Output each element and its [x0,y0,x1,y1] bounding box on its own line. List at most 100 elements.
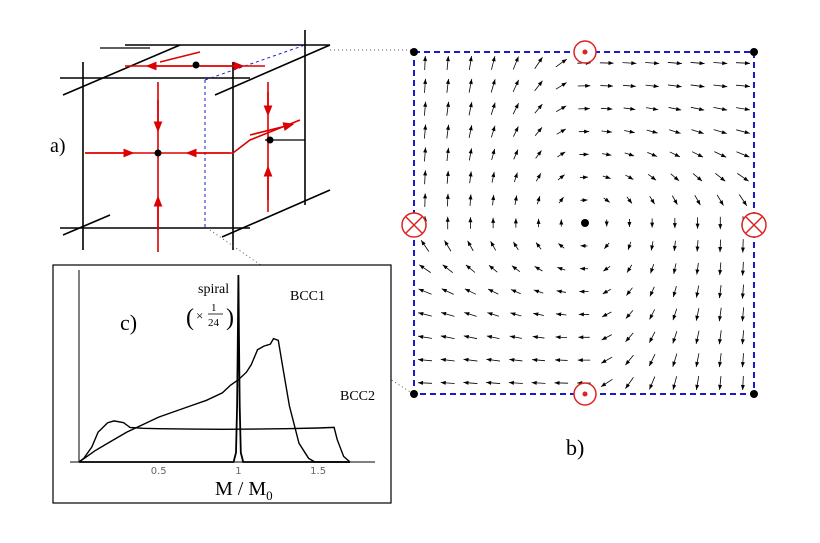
field-vector-head [676,61,682,66]
field-vector-head [744,153,750,158]
field-vector-head [604,197,610,203]
field-vector-head [721,107,728,112]
field-vector-head [578,335,584,340]
field-vector-head [672,338,677,344]
field-vector-head [650,198,655,205]
field-vector-head [740,339,745,345]
field-vector-head [536,218,541,224]
field-vector-head [513,195,518,201]
field-vector-head [672,223,677,229]
field-vector-head [652,106,659,111]
field-vector-head [536,173,541,179]
field-vector-head [720,153,727,158]
field-vector-head [486,380,492,385]
field-vector-head [423,101,428,107]
field-vector-head [718,292,723,299]
field-vector-head [488,289,494,294]
field-vector-head [419,264,425,270]
field-vector-head [672,268,677,274]
field-vector-head [627,244,632,250]
field-vector-head [559,174,565,180]
field-vector-head [695,223,700,229]
field-vector-head [722,61,728,66]
field-vector-head [631,61,637,66]
field-vector-head [511,289,517,294]
field-vector-head [625,359,631,366]
panel-a-hidden-edges [204,44,306,228]
field-vector-head [652,129,658,134]
field-vector-head [627,222,632,228]
field-vector-head [579,266,585,271]
field-vector-head [674,152,680,157]
series-bcc1 [78,337,350,463]
field-vector-head [513,218,518,224]
field-vector-head [555,335,561,340]
field-vector-head [718,269,723,276]
field-vector-head [675,129,681,134]
panel-c-label: c) [120,310,137,335]
field-vector-head [718,315,723,322]
field-vector-head [744,107,750,112]
field-vector-head [672,291,677,298]
field-vector-head [440,380,446,385]
field-vector-head [625,313,631,319]
field-vector-head [742,200,747,206]
field-vector-head [649,290,654,297]
field-vector-head [468,194,473,200]
field-vector-head [721,130,727,135]
panel-b-label: b) [566,435,584,460]
field-vector-head [744,84,750,89]
field-vector-head [719,200,724,206]
x-axis-label: M / M0 [215,478,273,503]
field-vector-head [584,106,590,111]
chart-series [78,274,351,463]
field-vector-head [695,315,700,321]
field-vector-head [604,221,609,227]
field-vector-head [514,79,519,86]
field-vector-head [740,361,745,368]
field-vector-head [468,125,473,131]
field-vector-head [607,106,613,111]
field-vector-head [740,316,745,322]
field-vector-head [699,84,705,89]
field-vector-head [418,334,424,339]
field-vector-head [602,289,608,294]
spiral-scale-label: ( × 1 24 ) [186,302,234,331]
field-vector-head [491,148,496,155]
field-vector-head [676,84,682,89]
field-vector-head [630,83,636,88]
field-vector-head [718,224,723,230]
field-vector-head [672,314,677,321]
field-vector-head [487,312,493,317]
field-vector-head [697,153,704,158]
field-vector-head [579,289,585,294]
field-vector-head [585,83,591,88]
field-vector-head [556,289,562,294]
field-vector-head [444,240,449,246]
field-vector-head [533,312,539,317]
field-vector-head [445,193,450,199]
field-vector-head [508,380,515,385]
field-vector-head [603,266,609,272]
field-vector-head [468,56,473,62]
field-vector-head [740,293,745,299]
field-vector-head [695,292,700,298]
field-vector-head [514,56,519,62]
field-vector-head [695,338,700,344]
field-vector-head [718,246,723,253]
field-vector-head [718,384,723,390]
field-vector-head [672,384,677,390]
field-vector-head [537,127,542,133]
field-vector-head [445,170,450,177]
field-vector-head [510,312,516,317]
field-vector-head [490,241,495,247]
field-vector-head [651,152,657,157]
field-vector-head [536,150,542,156]
field-vector-head [559,151,566,157]
field-vector-head [514,103,519,109]
field-vector-head [423,124,428,130]
field-vector-head [649,360,654,367]
field-vector-head [491,102,496,108]
field-vector-head [558,197,564,203]
